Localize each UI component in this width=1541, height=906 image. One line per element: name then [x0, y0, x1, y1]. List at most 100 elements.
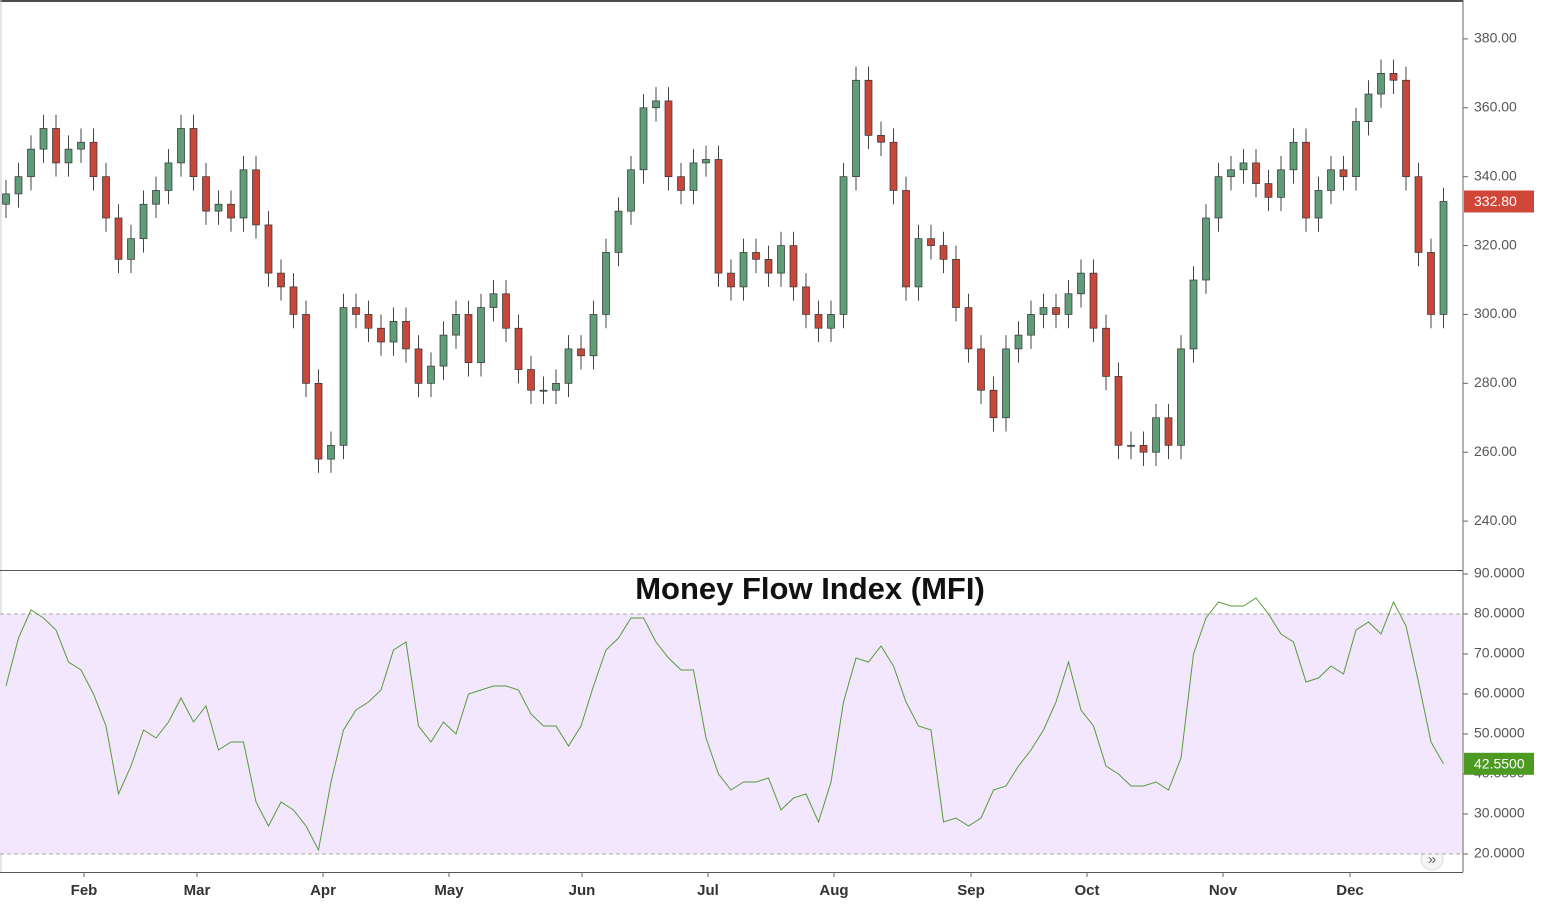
- candle-body: [127, 238, 135, 260]
- candle-body: [889, 141, 898, 191]
- candle-body: [652, 100, 660, 109]
- x-tick-label: Feb: [71, 882, 98, 899]
- candle-body: [239, 169, 248, 219]
- candle-body: [927, 238, 935, 246]
- candle-body: [1364, 93, 1373, 122]
- candle-body: [164, 162, 173, 191]
- candle-body: [2, 193, 10, 205]
- level-band: [0, 614, 1462, 854]
- candle-body: [1114, 376, 1123, 446]
- y-tick-label: 240.00: [1474, 512, 1517, 528]
- candle-body: [1439, 201, 1448, 315]
- x-tick-label: Jul: [697, 882, 719, 899]
- candle-body: [77, 141, 85, 150]
- candle-body: [727, 272, 735, 288]
- candle-body: [252, 169, 260, 226]
- candle-body: [964, 307, 973, 350]
- x-tick-label: Dec: [1336, 882, 1364, 899]
- candle-body: [327, 444, 335, 460]
- scroll-icon[interactable]: »: [1428, 851, 1436, 868]
- candle-body: [677, 176, 685, 191]
- candle-body: [1377, 73, 1385, 95]
- candle-body: [1139, 444, 1148, 453]
- candle-body: [514, 327, 523, 370]
- y-tick-label: 300.00: [1474, 305, 1517, 321]
- candle-body: [414, 348, 423, 384]
- candle-body: [1177, 348, 1185, 446]
- candle-body: [1227, 169, 1235, 178]
- candle-body: [1277, 169, 1285, 198]
- candle-body: [1352, 121, 1360, 178]
- candle-body: [102, 176, 110, 219]
- candle-body: [27, 148, 35, 178]
- candle-body: [402, 320, 410, 350]
- candle-body: [702, 159, 710, 164]
- candle-body: [1152, 417, 1160, 453]
- y-tick-label: 90.0000: [1474, 565, 1525, 581]
- candle-body: [1289, 141, 1298, 171]
- candle-body: [264, 224, 273, 274]
- current-value-box: [1464, 752, 1534, 775]
- candle-body: [1089, 272, 1098, 329]
- candle-body: [314, 382, 323, 460]
- candle-body: [989, 389, 998, 419]
- candle-body: [839, 176, 848, 315]
- candle-body: [1264, 183, 1273, 198]
- candle-body: [1189, 279, 1198, 350]
- candle-body: [877, 135, 885, 143]
- y-tick-label: 380.00: [1474, 30, 1517, 46]
- y-tick-label: 260.00: [1474, 443, 1517, 459]
- candle-body: [939, 245, 948, 260]
- candle-body: [527, 369, 535, 391]
- x-tick-label: Mar: [184, 882, 211, 899]
- x-tick-label: Oct: [1074, 882, 1099, 899]
- candle-body: [64, 148, 73, 164]
- pane-title: Money Flow Index (MFI): [635, 571, 985, 606]
- candle-body: [152, 190, 160, 205]
- mfi-line: [5, 597, 1444, 852]
- candle-body: [14, 176, 23, 195]
- candle-body: [714, 159, 723, 274]
- candle-body: [752, 252, 760, 260]
- candle-body: [1039, 307, 1048, 315]
- candle-body: [952, 258, 960, 308]
- candle-body: [139, 203, 148, 240]
- candle-body: [202, 176, 210, 212]
- y-tick-label: 280.00: [1474, 374, 1517, 390]
- y-tick-label: 20.0000: [1474, 845, 1525, 861]
- y-tick-label: 80.0000: [1474, 605, 1525, 621]
- candle-body: [1402, 79, 1410, 178]
- candle-body: [52, 128, 60, 164]
- x-tick-label: Aug: [819, 882, 848, 899]
- candle-body: [789, 245, 798, 288]
- candle-body: [1002, 348, 1010, 419]
- candle-body: [739, 252, 748, 288]
- candle-body: [352, 307, 360, 315]
- candle-body: [277, 272, 285, 288]
- candle-body: [189, 128, 198, 178]
- candle-body: [689, 162, 698, 191]
- candle-body: [1302, 141, 1310, 219]
- candle-body: [589, 314, 598, 357]
- candle-body: [1102, 327, 1110, 377]
- candle-body: [1239, 162, 1248, 171]
- candle-body: [1027, 314, 1035, 336]
- y-tick-label: 50.0000: [1474, 725, 1525, 741]
- candle-body: [827, 314, 835, 329]
- candle-body: [977, 348, 985, 391]
- candle-body: [1202, 217, 1210, 281]
- candle-body: [577, 348, 585, 357]
- candle-body: [289, 286, 298, 315]
- x-tick-label: Sep: [957, 882, 985, 899]
- x-tick-label: May: [434, 882, 464, 899]
- candle-body: [89, 141, 98, 178]
- candle-body: [639, 107, 648, 171]
- candle-body: [389, 320, 398, 343]
- candle-body: [464, 314, 473, 364]
- candle-body: [1252, 162, 1260, 184]
- candle-body: [214, 203, 223, 212]
- candle-body: [552, 382, 560, 391]
- candle-body: [227, 203, 235, 219]
- candle-body: [802, 286, 810, 315]
